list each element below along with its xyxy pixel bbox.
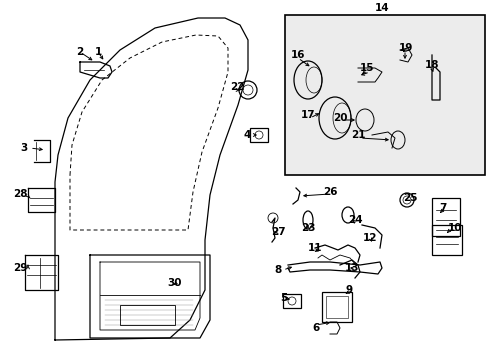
Text: 28: 28 (13, 189, 27, 199)
Text: 3: 3 (20, 143, 27, 153)
Text: 18: 18 (424, 60, 438, 70)
Text: 24: 24 (347, 215, 362, 225)
Bar (321, 292, 351, 322)
Text: 16: 16 (290, 50, 305, 60)
Text: 27: 27 (270, 227, 285, 237)
Text: 8: 8 (274, 265, 281, 275)
Text: 7: 7 (438, 203, 446, 213)
Text: 23: 23 (300, 223, 315, 233)
Text: 22: 22 (229, 82, 244, 92)
Bar (431, 225, 461, 255)
Text: 15: 15 (359, 63, 373, 73)
Text: 29: 29 (13, 263, 27, 273)
Text: 25: 25 (402, 193, 416, 203)
Text: 1: 1 (94, 47, 102, 57)
Text: 10: 10 (447, 223, 461, 233)
Text: 5: 5 (280, 293, 287, 303)
Text: 6: 6 (312, 323, 319, 333)
Text: 2: 2 (76, 47, 83, 57)
Text: 30: 30 (167, 278, 182, 288)
Text: 26: 26 (322, 187, 337, 197)
Text: 9: 9 (345, 285, 352, 295)
Text: 14: 14 (374, 3, 388, 13)
Text: 4: 4 (243, 130, 250, 140)
Bar (283, 294, 301, 308)
Text: 11: 11 (307, 243, 322, 253)
Text: 13: 13 (344, 263, 359, 273)
Bar (285, 15, 484, 175)
Text: 19: 19 (398, 43, 412, 53)
Text: 21: 21 (350, 130, 365, 140)
Bar (249, 128, 267, 142)
Bar (431, 198, 459, 236)
Text: 12: 12 (362, 233, 376, 243)
Bar (325, 296, 347, 318)
Bar (120, 305, 175, 325)
Text: 17: 17 (300, 110, 315, 120)
Text: 20: 20 (332, 113, 346, 123)
